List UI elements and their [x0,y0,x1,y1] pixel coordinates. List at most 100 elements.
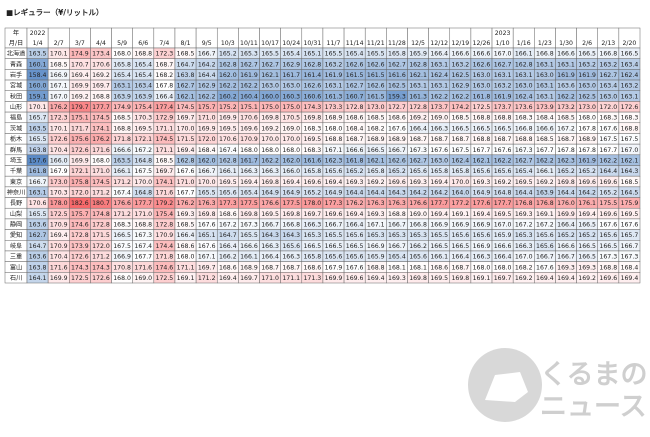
price: 171.0 [198,115,216,122]
price: 169.4 [367,275,385,282]
price: 165.6 [473,232,491,239]
price: 165.6 [451,232,469,239]
column-date: 9/5 [202,40,212,47]
price: 164.7 [177,61,195,68]
price: 168.0 [92,157,110,164]
price: 172.6 [621,104,639,111]
price: 163.2 [325,61,343,68]
row-label: 茨城 [10,124,22,132]
price: 171.0 [92,168,110,175]
price: 175.1 [71,115,89,122]
price: 170.1 [29,104,47,111]
price: 171.2 [198,275,216,282]
price: 165.5 [325,51,343,58]
corner-label: 月/日 [9,40,23,47]
price: 163.5 [29,51,47,58]
price: 175.0 [282,104,300,111]
column-year: 2022 [30,30,46,37]
price: 172.6 [71,254,89,261]
price: 171.1 [156,125,174,132]
price: 167.0 [494,51,512,58]
price: 162.9 [451,83,469,90]
price: 168.4 [346,125,364,132]
row-label: 北海道 [7,50,26,58]
price: 167.6 [198,222,216,229]
price: 173.9 [71,243,89,250]
price: 180.7 [92,200,110,207]
watermark-text: くるまの [540,360,647,391]
price: 176.8 [536,200,554,207]
price: 163.2 [599,61,617,68]
price: 161.8 [473,93,491,100]
row-label: 岩手 [10,71,22,79]
price: 165.4 [346,51,364,58]
price: 161.9 [325,72,343,79]
price: 165.7 [29,115,47,122]
price: 175.4 [134,104,152,111]
price: 166.4 [494,254,512,261]
price: 172.6 [50,136,68,143]
price: 169.5 [219,125,237,132]
row-label: 秋田 [10,92,22,100]
table-title: ■レギュラー（¥/リットル） [6,7,104,17]
price: 163.0 [515,83,533,90]
price: 171.5 [177,136,195,143]
price: 169.8 [304,115,322,122]
price: 172.8 [346,104,364,111]
price: 174.4 [156,243,174,250]
price: 167.2 [134,147,152,154]
price: 165.8 [388,51,406,58]
price: 178.0 [50,200,68,207]
price: 171.0 [134,211,152,218]
price: 166.1 [113,168,131,175]
price: 165.4 [515,168,533,175]
price: 164.8 [494,190,512,197]
price: 168.5 [156,157,174,164]
price: 171.1 [282,275,300,282]
price: 164.3 [621,168,639,175]
price: 168.3 [304,147,322,154]
price: 165.2 [388,168,406,175]
price: 162.8 [219,157,237,164]
column-date: 11/21 [367,40,385,47]
column-date: 1/10 [496,40,510,47]
price: 169.6 [388,179,406,186]
price: 166.0 [282,168,300,175]
row-label: 愛知 [10,231,22,239]
price: 174.2 [451,104,469,111]
price: 165.8 [304,254,322,261]
price: 172.0 [92,243,110,250]
price: 167.2 [536,222,554,229]
price: 170.9 [50,222,68,229]
price: 169.2 [515,275,533,282]
price: 168.8 [113,125,131,132]
price: 169.3 [515,211,533,218]
price: 169.6 [304,179,322,186]
price: 164.9 [473,190,491,197]
price: 168.8 [473,136,491,143]
column-date: 2/7 [54,40,64,47]
price: 177.7 [92,104,110,111]
price: 166.6 [240,243,258,250]
price: 167.6 [621,222,639,229]
price: 174.1 [92,125,110,132]
price: 177.7 [134,200,152,207]
price: 163.1 [430,61,448,68]
price: 161.9 [240,72,258,79]
price: 162.8 [409,61,427,68]
price: 175.4 [156,211,174,218]
price: 168.7 [494,136,512,143]
price: 167.1 [325,147,343,154]
price: 169.4 [71,72,89,79]
price: 165.6 [599,232,617,239]
price: 165.6 [409,168,427,175]
price: 169.7 [304,211,322,218]
price: 161.9 [578,72,596,79]
price: 168.0 [578,115,596,122]
price: 166.5 [578,222,596,229]
price: 163.0 [261,83,279,90]
price: 163.5 [29,125,47,132]
price: 167.1 [50,83,68,90]
price: 172.6 [71,147,89,154]
price: 168.3 [304,125,322,132]
